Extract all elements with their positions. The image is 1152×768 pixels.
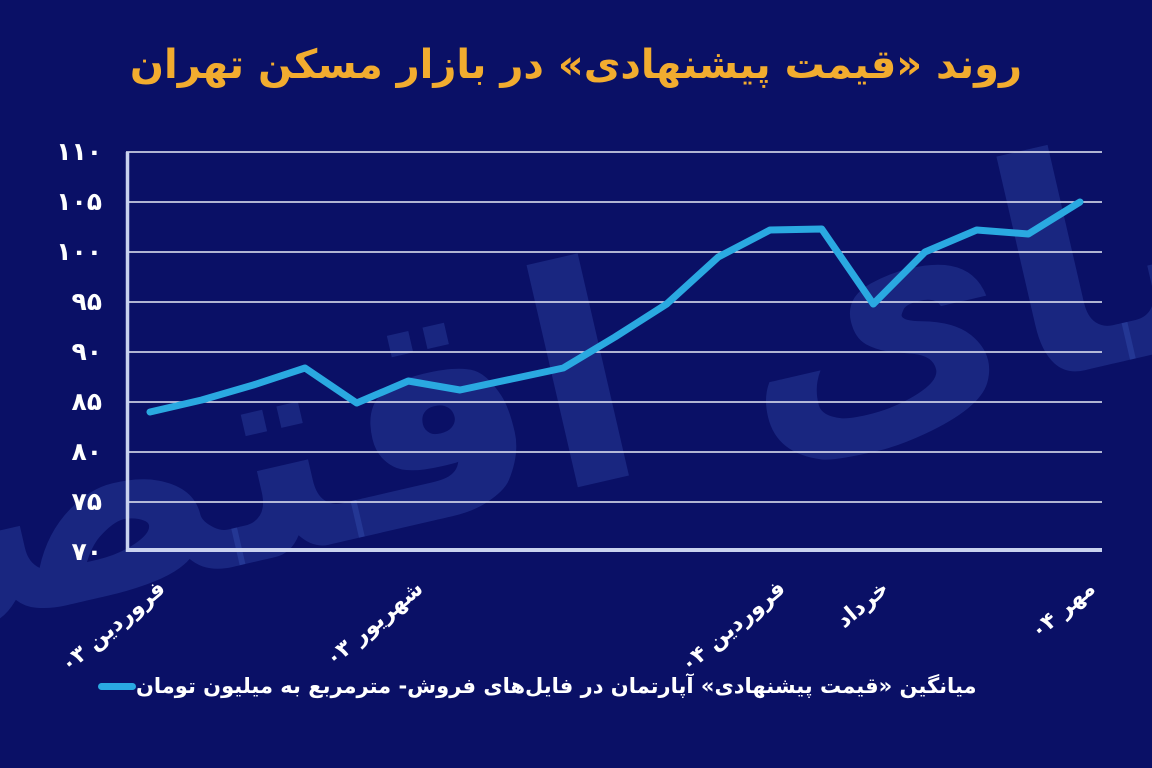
y-axis-tick-label: ۱۱۰	[56, 137, 102, 166]
y-axis-tick-label: ۱۰۰	[56, 237, 102, 266]
price-trend-line	[146, 198, 1084, 416]
x-axis-tick-label: شهریور ۰۳	[321, 576, 429, 672]
chart-title: روند «قیمت پیشنهادی» در بازار مسکن تهران	[129, 42, 1023, 88]
plot-area	[125, 151, 1102, 552]
y-axis-tick-label: ۸۵	[71, 387, 102, 416]
y-axis-tick-label: ۷۰	[71, 537, 102, 566]
y-axis-tick-label: ۸۰	[71, 437, 102, 466]
x-axis-tick-label: مهر ۰۴	[1025, 576, 1101, 645]
x-axis-tick-label: فروردین ۰۴	[675, 576, 791, 678]
x-axis-tick-label: فروردین ۰۳	[55, 576, 171, 678]
y-axis-tick-label: ۷۵	[71, 487, 102, 516]
x-axis-tick-label: خرداد	[831, 576, 894, 634]
y-axis-tick-label: ۹۰	[71, 337, 102, 366]
legend-line-marker	[98, 682, 136, 690]
line-chart	[125, 151, 1102, 552]
y-axis-tick-label: ۱۰۵	[56, 187, 102, 216]
legend-label: میانگین «قیمت پیشنهادی» آپارتمان در فایل…	[136, 674, 977, 698]
y-axis-tick-label: ۹۵	[71, 287, 102, 316]
legend: میانگین «قیمت پیشنهادی» آپارتمان در فایل…	[98, 674, 977, 698]
